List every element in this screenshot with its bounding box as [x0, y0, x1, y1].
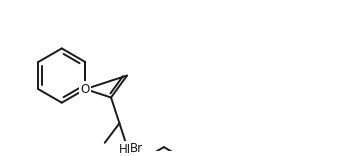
Text: Br: Br: [130, 142, 143, 155]
Text: O: O: [81, 83, 90, 96]
Text: HN: HN: [119, 143, 137, 156]
